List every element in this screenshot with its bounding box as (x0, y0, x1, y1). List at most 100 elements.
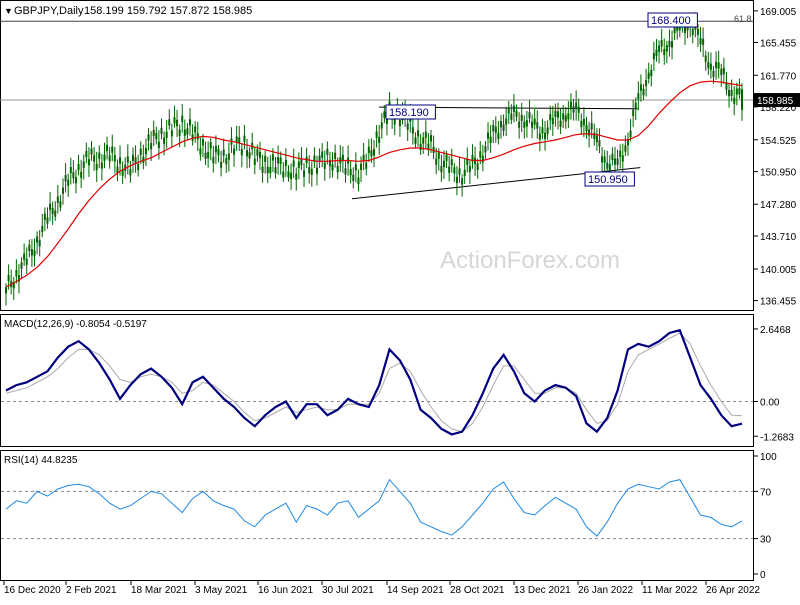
price-candle-body (178, 129, 181, 136)
price-candle-body (344, 168, 347, 175)
price-candle-body (261, 166, 264, 173)
price-candle-body (362, 154, 365, 162)
fib-label-61-8: 61.8 (734, 14, 752, 24)
price-candle-body (375, 131, 378, 138)
price-candle-body (455, 176, 458, 184)
price-candle-body (225, 158, 228, 165)
price-candle-body (321, 151, 324, 158)
ohlc-readout: 158.199 159.792 157.872 158.985 (84, 5, 252, 17)
price-candle-body (704, 55, 707, 62)
price-candle-body (725, 83, 728, 90)
price-candle-body (595, 135, 598, 142)
price-candle-body (204, 152, 207, 159)
price-candle-body (303, 170, 306, 177)
dropdown-arrow-icon[interactable]: ▼ (4, 6, 13, 16)
price-candle-body (585, 124, 588, 132)
price-candle-body (437, 152, 440, 159)
price-candle-body (80, 171, 83, 178)
price-candle-body (25, 258, 28, 265)
price-candle-body (137, 163, 140, 171)
rsi-line (5, 478, 743, 537)
price-candle-body (406, 123, 409, 130)
price-candle-body (528, 112, 531, 119)
price-candle-body (284, 159, 287, 167)
price-panel (0, 0, 754, 311)
price-candle-body (512, 105, 515, 112)
price-candle-body (46, 217, 49, 224)
price-candle-body (484, 146, 487, 153)
price-candle-body (593, 132, 596, 140)
price-candle-body (655, 49, 658, 56)
price-candle-body (373, 149, 375, 156)
price-candle-body (572, 106, 575, 113)
price-candle-body (385, 117, 388, 124)
price-candle-body (87, 159, 90, 166)
price-candle-body (531, 121, 534, 128)
price-candle-body (632, 109, 635, 116)
price-candle-body (580, 120, 583, 128)
price-candle-body (134, 157, 137, 164)
level-label-158190-box (385, 104, 436, 120)
price-candle-body (106, 144, 109, 152)
price-candle-body (559, 120, 562, 127)
price-candle-body (497, 132, 500, 140)
price-candle-body (82, 161, 85, 168)
price-candle-body (170, 130, 173, 137)
price-candle-body (72, 172, 75, 179)
price-candle-body (264, 155, 267, 162)
price-candle-body (85, 150, 88, 158)
price-candle-body (111, 146, 114, 153)
price-candle-body (541, 127, 544, 134)
price-candle-body (582, 118, 585, 126)
price-candle-body (308, 167, 311, 174)
price-candle-body (176, 119, 179, 127)
price-candle-body (411, 127, 414, 134)
price-candle-body (481, 155, 484, 163)
price-candle-body (357, 177, 360, 184)
price-candle-body (15, 270, 18, 277)
price-candle-body (269, 166, 272, 174)
price-candle-body (181, 115, 184, 122)
price-candle-body (7, 275, 10, 282)
price-candle-body (720, 68, 723, 76)
price-candle-body (424, 131, 427, 138)
price-candle-body (606, 162, 609, 169)
level-label-158190: 158.190 (389, 107, 429, 119)
price-candle-body (194, 126, 197, 133)
price-candle-body (696, 28, 699, 36)
x-tick-label: 26 Jan 2022 (578, 585, 633, 596)
price-candle-body (243, 135, 246, 142)
price-candle-body (663, 49, 666, 56)
price-candle-body (533, 118, 536, 125)
price-candle-body (546, 127, 549, 134)
price-candle-body (41, 225, 44, 232)
price-candle-body (17, 275, 20, 282)
price-candle-body (183, 129, 186, 136)
price-candle-body (575, 102, 578, 109)
rsi-y-tick-label: 0 (760, 570, 766, 581)
price-candle-body (318, 155, 321, 162)
high-label-168400: 168.400 (651, 15, 691, 27)
price-y-tick-label: 165.455 (760, 38, 797, 49)
high-label-168400-box (647, 12, 698, 28)
price-candle-body (144, 147, 147, 155)
price-candle-body (639, 84, 642, 91)
price-candle-body (665, 45, 668, 52)
price-candle-body (707, 61, 710, 69)
price-candle-body (489, 136, 492, 144)
price-candle-body (59, 201, 62, 208)
price-y-tick-label: 154.525 (760, 136, 797, 147)
price-candle-body (77, 163, 80, 171)
price-candle-body (5, 287, 7, 294)
price-candle-body (33, 250, 36, 257)
price-candle-body (290, 172, 293, 180)
price-candle-body (466, 158, 469, 165)
price-candle-body (624, 145, 627, 152)
price-candle-body (660, 40, 663, 47)
price-candle-body (217, 148, 220, 156)
watermark: ActionForex.com (440, 247, 620, 274)
macd-y-tick-label: 2.6468 (760, 325, 791, 336)
current-price-tag (754, 93, 800, 108)
price-candle-body (323, 162, 326, 169)
price-candle-body (266, 166, 269, 174)
